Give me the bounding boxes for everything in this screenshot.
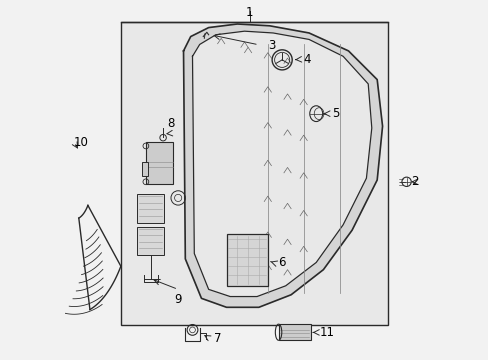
Text: 4: 4 [303, 53, 310, 66]
Bar [226, 234, 267, 286]
Text: 10: 10 [74, 136, 89, 149]
Text: 5: 5 [332, 107, 339, 120]
Text: 8: 8 [167, 117, 174, 130]
Text: 11: 11 [319, 326, 334, 339]
Polygon shape [183, 24, 382, 307]
Bar [145, 142, 172, 184]
Bar [137, 226, 163, 255]
Bar [121, 22, 387, 325]
Bar [142, 162, 147, 176]
Bar [278, 324, 310, 340]
Text: 9: 9 [174, 293, 182, 306]
Text: 2: 2 [410, 175, 418, 188]
Bar [137, 194, 163, 223]
Text: 6: 6 [278, 256, 285, 269]
Text: 1: 1 [245, 6, 253, 19]
Text: 7: 7 [214, 332, 221, 345]
Polygon shape [192, 31, 371, 297]
Text: 3: 3 [267, 39, 275, 52]
